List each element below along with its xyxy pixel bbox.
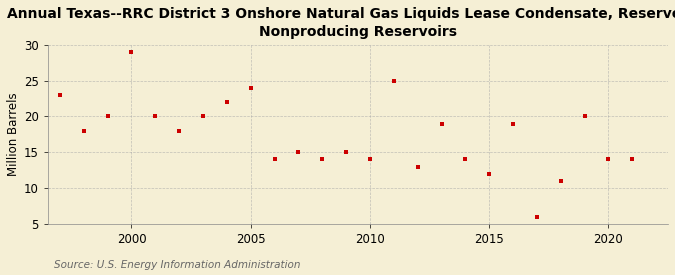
Y-axis label: Million Barrels: Million Barrels [7, 93, 20, 176]
Point [126, 50, 137, 54]
Point [293, 150, 304, 155]
Point [102, 114, 113, 119]
Point [341, 150, 352, 155]
Point [150, 114, 161, 119]
Point [436, 121, 447, 126]
Point [221, 100, 232, 104]
Title: Annual Texas--RRC District 3 Onshore Natural Gas Liquids Lease Condensate, Reser: Annual Texas--RRC District 3 Onshore Nat… [7, 7, 675, 39]
Point [388, 78, 399, 83]
Point [364, 157, 375, 162]
Point [484, 172, 495, 176]
Point [269, 157, 280, 162]
Text: Source: U.S. Energy Information Administration: Source: U.S. Energy Information Administ… [54, 260, 300, 270]
Point [508, 121, 518, 126]
Point [317, 157, 327, 162]
Point [531, 215, 542, 219]
Point [78, 129, 89, 133]
Point [173, 129, 184, 133]
Point [412, 164, 423, 169]
Point [603, 157, 614, 162]
Point [55, 93, 65, 97]
Point [579, 114, 590, 119]
Point [556, 179, 566, 183]
Point [627, 157, 638, 162]
Point [245, 86, 256, 90]
Point [460, 157, 470, 162]
Point [198, 114, 209, 119]
